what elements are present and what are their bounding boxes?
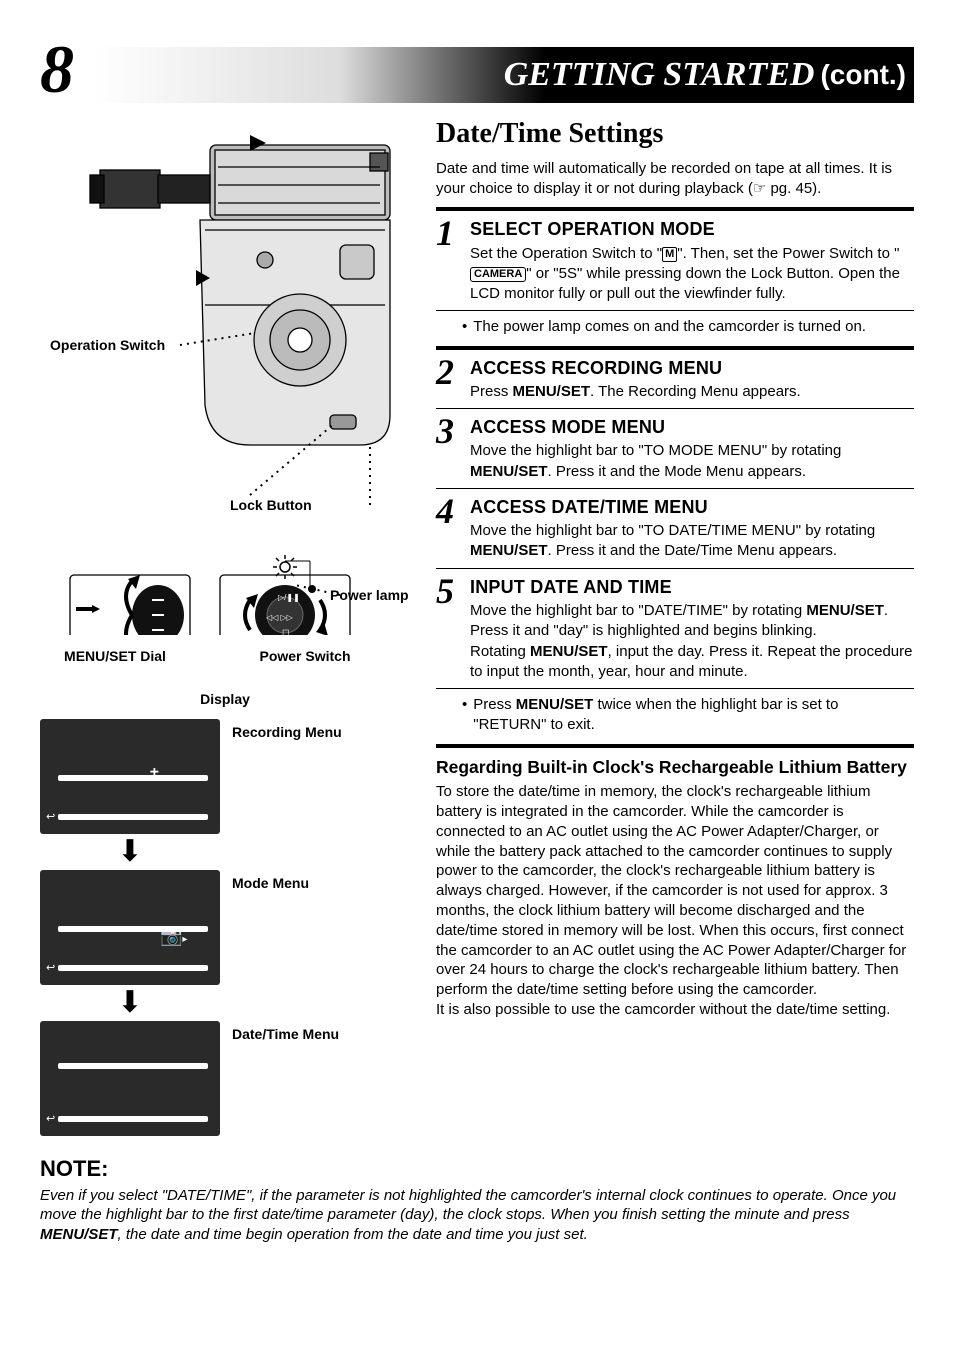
down-arrow-icon: ⬇ — [40, 840, 220, 864]
step-4: 4 ACCESS DATE/TIME MENU Move the highlig… — [436, 495, 914, 562]
plus-minus-icon: ± — [150, 763, 159, 785]
svg-text:◁◁ ▷▷: ◁◁ ▷▷ — [266, 613, 294, 622]
left-column: Operation Switch Lock Button Power lamp — [40, 115, 410, 1136]
battery-body2: It is also possible to use the camcorder… — [436, 1000, 914, 1020]
datetime-menu-screen: ↩ — [40, 1021, 220, 1136]
step-1-bullet: • The power lamp comes on and the camcor… — [462, 317, 914, 337]
page-number: 8 — [40, 35, 74, 103]
header-cont: (cont.) — [820, 56, 914, 94]
step-number: 5 — [436, 575, 462, 682]
step-2: 2 ACCESS RECORDING MENU Press MENU/SET. … — [436, 356, 914, 403]
step-number: 4 — [436, 495, 462, 562]
svg-text:Power lamp: Power lamp — [330, 587, 409, 603]
down-arrow-icon: ⬇ — [40, 991, 220, 1015]
datetime-menu-label: Date/Time Menu — [232, 1021, 339, 1044]
battery-heading: Regarding Built-in Clock's Rechargeable … — [436, 756, 914, 780]
section-title: Date/Time Settings — [436, 115, 914, 153]
svg-text:◻: ◻ — [282, 627, 289, 635]
menuset-dial-label: MENU/SET Dial — [40, 647, 190, 666]
step-text: Press MENU/SET. The Recording Menu appea… — [470, 382, 914, 402]
step-text: Move the highlight bar to "DATE/TIME" by… — [470, 601, 914, 682]
page-header: 8 GETTING STARTED (cont.) — [40, 35, 914, 103]
step-head: ACCESS RECORDING MENU — [470, 356, 914, 380]
display-label: Display — [40, 690, 410, 709]
bullet-icon: • — [462, 695, 467, 736]
return-icon: ↩ — [46, 961, 58, 973]
m-icon: M — [662, 247, 677, 262]
note-heading: NOTE: — [40, 1154, 914, 1184]
mode-menu-screen: 📷▸ ↩ — [40, 870, 220, 985]
return-icon: ↩ — [46, 810, 58, 822]
step-5: 5 INPUT DATE AND TIME Move the highlight… — [436, 575, 914, 682]
bullet-icon: • — [462, 317, 467, 337]
step-head: ACCESS MODE MENU — [470, 415, 914, 439]
step-3: 3 ACCESS MODE MENU Move the highlight ba… — [436, 415, 914, 482]
step-text: Move the highlight bar to "TO MODE MENU"… — [470, 441, 914, 482]
step-number: 1 — [436, 217, 462, 304]
step-head: ACCESS DATE/TIME MENU — [470, 495, 914, 519]
power-switch-label: Power Switch — [230, 647, 380, 666]
intro-text: Date and time will automatically be reco… — [436, 159, 914, 200]
note-body: Even if you select "DATE/TIME", if the p… — [40, 1186, 914, 1245]
step-number: 2 — [436, 356, 462, 403]
menu-screens: ± ↩ Recording Menu ⬇ 📷▸ ↩ Mode Menu ⬇ — [40, 719, 410, 1136]
camcorder-diagram: Operation Switch Lock Button Power lamp — [40, 115, 410, 666]
battery-body: To store the date/time in memory, the cl… — [436, 782, 914, 1000]
svg-text:▷/❚❚: ▷/❚❚ — [278, 593, 300, 602]
step-5-bullet: • Press MENU/SET twice when the highligh… — [462, 695, 914, 736]
header-bar: GETTING STARTED (cont.) — [94, 47, 914, 103]
step-head: SELECT OPERATION MODE — [470, 217, 914, 241]
step-text: Set the Operation Switch to "M". Then, s… — [470, 244, 914, 305]
svg-text:Lock Button: Lock Button — [230, 497, 312, 513]
right-column: Date/Time Settings Date and time will au… — [436, 115, 914, 1136]
mode-menu-label: Mode Menu — [232, 870, 309, 893]
step-text: Move the highlight bar to "TO DATE/TIME … — [470, 521, 914, 562]
step-list: 1 SELECT OPERATION MODE Set the Operatio… — [436, 207, 914, 747]
step-1: 1 SELECT OPERATION MODE Set the Operatio… — [436, 217, 914, 304]
page-ref-icon: ☞ — [753, 179, 766, 199]
recording-menu-label: Recording Menu — [232, 719, 342, 742]
return-icon: ↩ — [46, 1112, 58, 1124]
header-title: GETTING STARTED — [504, 52, 821, 98]
recording-menu-screen: ± ↩ — [40, 719, 220, 834]
camera-icon-box: CAMERA — [470, 267, 526, 282]
step-head: INPUT DATE AND TIME — [470, 575, 914, 599]
step-number: 3 — [436, 415, 462, 482]
svg-text:Operation Switch: Operation Switch — [50, 337, 165, 353]
